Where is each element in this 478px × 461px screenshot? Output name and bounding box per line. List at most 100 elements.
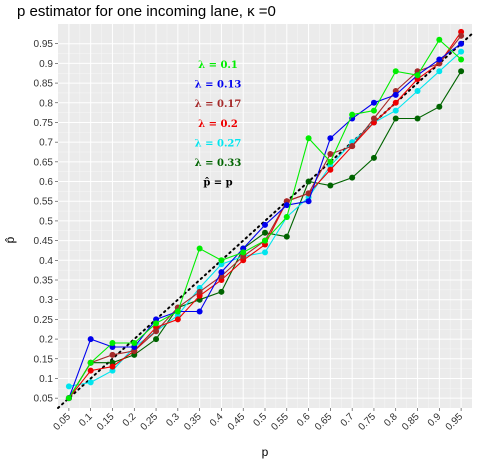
data-point <box>458 40 465 47</box>
data-point <box>414 115 421 122</box>
data-point <box>370 107 377 114</box>
series-layer <box>65 28 465 402</box>
data-point <box>370 154 377 161</box>
data-point <box>153 336 160 343</box>
data-point <box>327 166 334 173</box>
x-tick-label: 0.85 <box>400 411 422 433</box>
data-point <box>262 249 268 256</box>
data-point <box>283 213 290 220</box>
data-point <box>458 32 465 39</box>
x-tick-label: 0.25 <box>139 411 161 433</box>
x-tick-label: 0.8 <box>382 411 400 429</box>
data-point <box>196 245 203 252</box>
x-tick-label: 0.9 <box>426 411 444 429</box>
x-tick-label: 0.4 <box>208 411 226 429</box>
data-point <box>392 107 399 114</box>
series-5 <box>65 36 465 402</box>
x-tick-label: 0.15 <box>95 411 117 433</box>
data-point <box>131 340 138 347</box>
grid-major <box>58 24 472 408</box>
data-point <box>327 150 334 157</box>
y-tick-label: 0.85 <box>34 79 54 90</box>
y-tick-label: 0.65 <box>34 157 54 168</box>
data-point <box>305 178 312 185</box>
data-point <box>174 316 181 323</box>
y-tick-label: 0.4 <box>39 256 53 267</box>
x-tick-label: 0.35 <box>182 411 204 433</box>
x-tick-label: 0.7 <box>339 411 357 429</box>
data-point <box>392 99 399 106</box>
legend-entry: λ = 0.33 <box>195 158 242 169</box>
data-point <box>414 87 421 94</box>
data-point <box>153 320 160 327</box>
legend-entry: λ = 0.17 <box>195 99 242 110</box>
x-tick-label: 0.1 <box>77 411 95 429</box>
legend-entry: λ = 0.2 <box>198 119 238 130</box>
x-tick-label: 0.75 <box>357 411 379 433</box>
legend-entry-reference: p̂ = p <box>203 178 232 189</box>
data-point <box>305 198 312 205</box>
data-point <box>153 328 160 335</box>
data-point <box>305 190 312 197</box>
data-point <box>327 135 334 142</box>
data-point <box>436 103 443 110</box>
data-point <box>414 72 421 79</box>
data-point <box>109 340 116 347</box>
y-tick-label: 0.6 <box>39 177 53 188</box>
data-point <box>458 48 465 55</box>
data-point <box>305 135 312 142</box>
legend-entry: λ = 0.1 <box>198 60 238 71</box>
data-point <box>392 68 399 75</box>
data-point <box>109 351 116 358</box>
data-point <box>349 143 356 150</box>
y-tick-label: 0.55 <box>34 197 54 208</box>
y-axis-title: p̂ <box>3 236 17 243</box>
y-tick-label: 0.35 <box>34 276 54 287</box>
y-tick-label: 0.1 <box>39 374 53 385</box>
x-tick-label: 0.95 <box>444 411 466 433</box>
y-tick-label: 0.45 <box>34 236 54 247</box>
y-tick-label: 0.9 <box>39 59 53 70</box>
y-tick-label: 0.75 <box>34 118 54 129</box>
data-point <box>109 363 116 370</box>
data-point <box>218 269 225 276</box>
y-axis: 0.05 0.1 0.15 0.2 0.25 0.3 0.35 0.4 0.45 0.5 0.55 0… <box>34 39 58 405</box>
reference-line <box>57 32 473 409</box>
data-point <box>262 221 268 228</box>
data-point <box>349 111 356 118</box>
data-point <box>370 115 377 122</box>
data-point <box>283 202 290 209</box>
data-point <box>87 336 94 343</box>
x-tick-label: 0.65 <box>313 411 335 433</box>
x-tick-label: 0.55 <box>269 411 291 433</box>
y-tick-label: 0.05 <box>34 394 54 405</box>
data-point <box>65 383 72 390</box>
x-tick-label: 0.6 <box>295 411 313 429</box>
y-tick-label: 0.15 <box>34 354 54 365</box>
data-point <box>218 288 225 295</box>
legend-entry: λ = 0.27 <box>195 138 242 149</box>
y-tick-label: 0.95 <box>34 39 54 50</box>
data-point <box>87 359 94 366</box>
x-tick-label: 0.3 <box>164 411 182 429</box>
y-tick-label: 0.7 <box>39 138 53 149</box>
data-point <box>196 308 203 315</box>
x-axis-title: p <box>262 445 269 459</box>
data-point <box>262 229 268 236</box>
data-point <box>240 249 247 256</box>
data-point <box>349 174 356 181</box>
data-point <box>327 158 334 165</box>
data-point <box>196 288 203 295</box>
data-point <box>87 367 94 374</box>
y-tick-label: 0.3 <box>39 295 53 306</box>
data-point <box>436 36 443 43</box>
data-point <box>392 91 399 98</box>
data-point <box>436 56 443 63</box>
data-point <box>436 68 443 75</box>
data-point <box>283 233 290 240</box>
data-point <box>327 182 334 189</box>
legend-entry: λ = 0.13 <box>195 80 242 91</box>
x-tick-label: 0.5 <box>252 411 270 429</box>
data-point <box>458 56 465 63</box>
